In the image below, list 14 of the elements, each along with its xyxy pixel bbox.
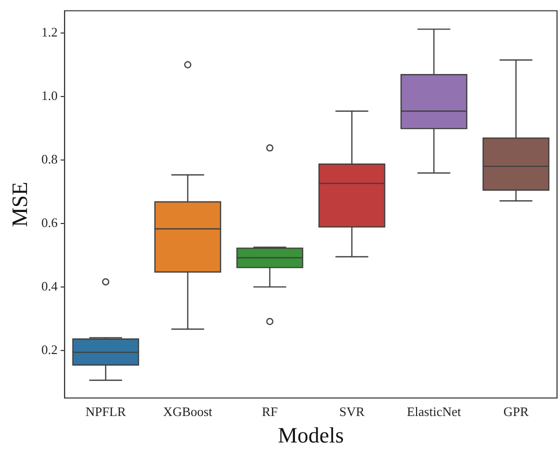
x-tick-label: XGBoost [163,404,213,420]
y-tick-label: 1.0 [41,88,58,103]
y-tick-label: 0.4 [41,278,58,294]
y-tick-label: 0.6 [41,214,58,230]
x-axis-title: Models [278,422,344,448]
y-tick-label: 1.2 [41,24,58,40]
x-tick-label: SVR [339,404,365,420]
x-tick-label: NPFLR [85,404,126,420]
x-tick-label: GPR [503,404,529,420]
y-tick-label: 0.8 [41,151,58,166]
y-axis-title: MSE [6,182,32,228]
x-tick-label: ElasticNet [406,404,462,420]
y-tick-label: 0.2 [41,342,58,357]
x-tick-label: RF [262,404,278,420]
